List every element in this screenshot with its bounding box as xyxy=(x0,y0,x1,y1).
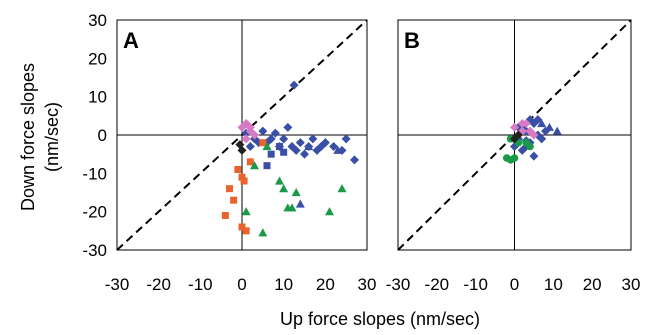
panel-a-point-s1-3 xyxy=(280,148,288,156)
panel-a-point-s0-16 xyxy=(320,138,330,148)
panel-a-y-tick-3: 0 xyxy=(98,126,107,145)
panel-a-point-s5-4 xyxy=(241,134,251,144)
y-axis-title-line2: (nm/sec) xyxy=(42,102,62,172)
panel-a-y-tick-1: 20 xyxy=(88,49,107,68)
panel-a-label: A xyxy=(123,28,139,53)
panel-b-point-s3-5 xyxy=(517,119,527,128)
panel-b-points xyxy=(502,115,562,164)
panel-a-point-s4-3 xyxy=(262,142,272,151)
panel-a-point-s0-23 xyxy=(266,134,276,144)
panel-a-y-tick-4: -10 xyxy=(82,164,107,183)
panel-b-point-s0-7 xyxy=(529,151,539,161)
panel-b-point-s0-13 xyxy=(533,115,543,125)
panel-a-plot: A xyxy=(116,19,368,251)
panel-a-point-s2-0 xyxy=(295,199,305,208)
panel-b-x-tick-1: -20 xyxy=(425,275,450,294)
panel-a-point-s3-2 xyxy=(226,185,233,193)
panel-a-x-tick-6: 30 xyxy=(358,275,377,294)
panel-a-y-tick-5: -20 xyxy=(82,203,107,222)
panel-a-point-s0-13 xyxy=(308,134,318,144)
panel-a-point-s4-1 xyxy=(258,228,268,237)
panel-a-point-s1-0 xyxy=(263,162,271,170)
panel-a-point-s4-9 xyxy=(337,184,347,193)
panel-a-point-s5-3 xyxy=(250,130,259,140)
panel-a-x-tick-3: 0 xyxy=(237,275,246,294)
panel-a-points xyxy=(221,80,359,237)
panel-a-point-s0-20 xyxy=(350,155,359,165)
panel-a-point-s1-2 xyxy=(276,143,283,150)
panel-a-point-s3-3 xyxy=(234,166,242,173)
panel-b-x-tick-labels: -30 -20 -10 0 10 20 30 xyxy=(386,275,641,294)
panel-a-zero-axes xyxy=(117,20,367,250)
panel-a-point-s5-5 xyxy=(245,122,255,132)
panel-a-point-s1-1 xyxy=(267,150,275,158)
panel-a-point-s0-5 xyxy=(270,128,280,138)
panel-b-x-tick-3: 0 xyxy=(510,275,519,294)
panel-b-x-tick-2: -10 xyxy=(463,275,488,294)
panel-b-point-s0-6 xyxy=(537,134,547,144)
panel-b-x-tick-5: 20 xyxy=(583,275,602,294)
panel-b-point-s0-9 xyxy=(517,145,527,155)
panel-a-y-tick-0: 30 xyxy=(88,11,107,30)
panel-a-point-s0-21 xyxy=(245,142,255,151)
panel-b-x-tick-0: -30 xyxy=(386,275,411,294)
panel-a-point-s3-4 xyxy=(238,173,246,181)
panel-a-x-tick-5: 20 xyxy=(316,275,335,294)
panel-a-y-tick-2: 10 xyxy=(88,88,107,107)
panel-a-point-s0-11 xyxy=(300,149,309,159)
panel-a-x-tick-0: -30 xyxy=(105,275,130,294)
panel-a-point-s0-17 xyxy=(329,142,339,151)
panel-a-point-s3-8 xyxy=(259,139,267,147)
panel-b-label: B xyxy=(404,28,420,53)
panel-b-point-s4-1 xyxy=(513,130,523,140)
panel-a-point-s0-9 xyxy=(291,145,301,155)
panel-a-y-tick-6: -30 xyxy=(82,241,107,260)
panel-a-point-s3-9 xyxy=(242,227,250,235)
panel-b-x-tick-6: 30 xyxy=(622,275,641,294)
panel-a-point-s0-7 xyxy=(283,122,293,132)
panel-b-point-s2-6 xyxy=(510,154,519,162)
panel-a-point-s0-0 xyxy=(289,80,299,90)
panel-a-point-s4-4 xyxy=(275,176,284,185)
panel-a-y-tick-labels: 30 20 10 0 -10 -20 -30 xyxy=(82,11,107,260)
panel-a-x-tick-2: -10 xyxy=(188,275,213,294)
panel-a-point-s0-6 xyxy=(279,134,289,144)
panel-b-point-s3-4 xyxy=(529,130,539,140)
panel-a-point-s4-2 xyxy=(250,161,259,170)
x-axis-title: Up force slopes (nm/sec) xyxy=(280,309,480,329)
panel-b-point-s2-7 xyxy=(522,138,530,147)
panel-a-x-tick-1: -20 xyxy=(146,275,171,294)
panel-a-point-s4-8 xyxy=(325,207,334,216)
panel-b-point-s1-1 xyxy=(544,122,554,131)
panel-a-point-s3-1 xyxy=(230,196,238,204)
panel-b-point-s1-0 xyxy=(552,126,562,135)
panel-a-point-s0-10 xyxy=(295,138,305,148)
panel-a-point-s6-1 xyxy=(237,145,247,155)
panel-a-point-s0-19 xyxy=(341,134,351,144)
panel-a-point-s2-2 xyxy=(333,145,343,154)
panel-b-plot: B xyxy=(397,19,632,251)
panel-b-point-s3-0 xyxy=(510,122,519,132)
panel-a-point-s0-3 xyxy=(258,126,268,136)
y-axis-title-line1: Down force slopes xyxy=(18,63,38,211)
panel-b-x-tick-4: 10 xyxy=(544,275,563,294)
panel-a-x-tick-labels: -30 -20 -10 0 10 20 30 xyxy=(105,275,377,294)
panel-a-point-s4-5 xyxy=(279,184,289,193)
panel-a-point-s3-6 xyxy=(246,158,254,166)
panel-a-point-s2-1 xyxy=(304,142,314,151)
panel-a-point-s3-0 xyxy=(221,212,229,219)
panel-a-point-s4-7 xyxy=(291,188,301,197)
panel-a-point-s3-5 xyxy=(240,177,248,185)
panel-b-point-s1-2 xyxy=(537,119,547,128)
panel-a-point-s3-7 xyxy=(238,223,246,231)
panel-a-point-s4-0 xyxy=(241,207,251,216)
panel-a-x-tick-4: 10 xyxy=(274,275,293,294)
panel-a-point-s4-10 xyxy=(283,203,293,212)
